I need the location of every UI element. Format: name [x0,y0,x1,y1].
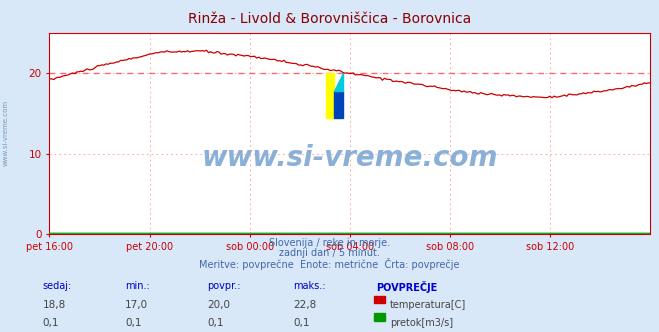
Text: 17,0: 17,0 [125,300,148,310]
Text: www.si-vreme.com: www.si-vreme.com [202,144,498,172]
Text: 0,1: 0,1 [125,318,142,328]
Text: 18,8: 18,8 [43,300,66,310]
Text: pretok[m3/s]: pretok[m3/s] [390,318,453,328]
Text: POVPREČJE: POVPREČJE [376,281,437,292]
Text: min.:: min.: [125,281,150,290]
Bar [326,73,334,118]
Text: Rinža - Livold & Borovniščica - Borovnica: Rinža - Livold & Borovniščica - Borovnic… [188,12,471,26]
Bar [334,91,343,118]
Text: maks.:: maks.: [293,281,326,290]
Text: zadnji dan / 5 minut.: zadnji dan / 5 minut. [279,248,380,258]
Text: 20,0: 20,0 [208,300,231,310]
Text: temperatura[C]: temperatura[C] [390,300,467,310]
Text: Meritve: povprečne  Enote: metrične  Črta: povprečje: Meritve: povprečne Enote: metrične Črta:… [199,258,460,270]
Text: 0,1: 0,1 [208,318,224,328]
Text: povpr.:: povpr.: [208,281,241,290]
Text: Slovenija / reke in morje.: Slovenija / reke in morje. [269,238,390,248]
Text: 0,1: 0,1 [43,318,59,328]
Text: 0,1: 0,1 [293,318,310,328]
Polygon shape [334,73,343,91]
Text: sedaj:: sedaj: [43,281,72,290]
Text: 22,8: 22,8 [293,300,316,310]
Text: www.si-vreme.com: www.si-vreme.com [2,100,9,166]
